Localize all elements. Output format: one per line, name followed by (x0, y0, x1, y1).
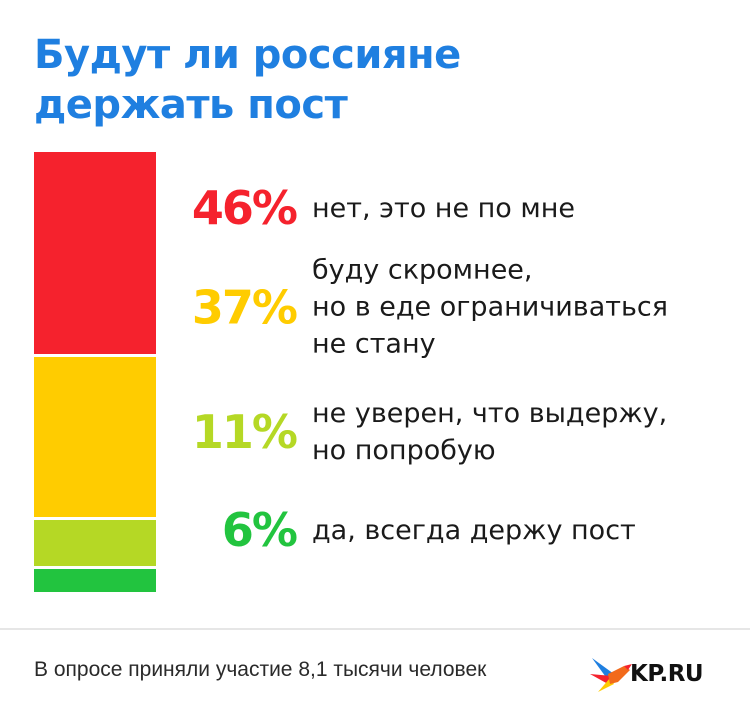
percent-label: 6% (221, 503, 298, 557)
category-label: нет, это не по мне (312, 190, 575, 227)
kp-swallow-icon (590, 658, 632, 692)
bar-segment-4 (34, 568, 156, 592)
bar-segment-1 (34, 152, 156, 355)
category-label-line: не уверен, что выдержу, (312, 398, 668, 429)
stacked-bar (34, 152, 156, 592)
percent-label: 11% (191, 405, 298, 459)
category-label-line: но попробую (312, 435, 496, 466)
category-label-line: но в еде ограничиваться (312, 291, 668, 323)
chart-title-line-1: Будут ли россияне (34, 32, 461, 78)
legend-row: 11% не уверен, что выдержу, но попробую (170, 395, 667, 469)
footer-divider (0, 628, 750, 630)
bar-segment-2 (34, 357, 156, 518)
chart-title-line-2: держать пост (34, 82, 348, 128)
percent-label: 37% (191, 280, 298, 334)
category-label-line: буду скромнее, (312, 254, 533, 286)
category-label-line: нет, это не по мне (312, 192, 576, 224)
category-label-line: да, всегда держу пост (312, 514, 636, 546)
percent-label: 46% (191, 181, 298, 235)
bar-segment-3 (34, 520, 156, 566)
category-label: не уверен, что выдержу, но попробую (312, 395, 667, 469)
legend-row: 46% нет, это не по мне (170, 185, 575, 231)
legend-row: 37% буду скромнее, но в еде ограничиваться… (170, 252, 668, 363)
category-label-line: не стану (312, 328, 436, 360)
footer-note: В опросе приняли участие 8,1 тысячи чело… (34, 658, 487, 681)
chart-title: Будут ли россияне держать пост (34, 30, 461, 130)
category-label: да, всегда держу пост (312, 512, 636, 549)
logo-text: KP.RU (630, 661, 704, 687)
kp-logo: KP.RU (588, 652, 728, 700)
legend-row: 6% да, всегда держу пост (170, 507, 636, 553)
category-label: буду скромнее, но в еде ограничиваться не … (312, 252, 668, 363)
